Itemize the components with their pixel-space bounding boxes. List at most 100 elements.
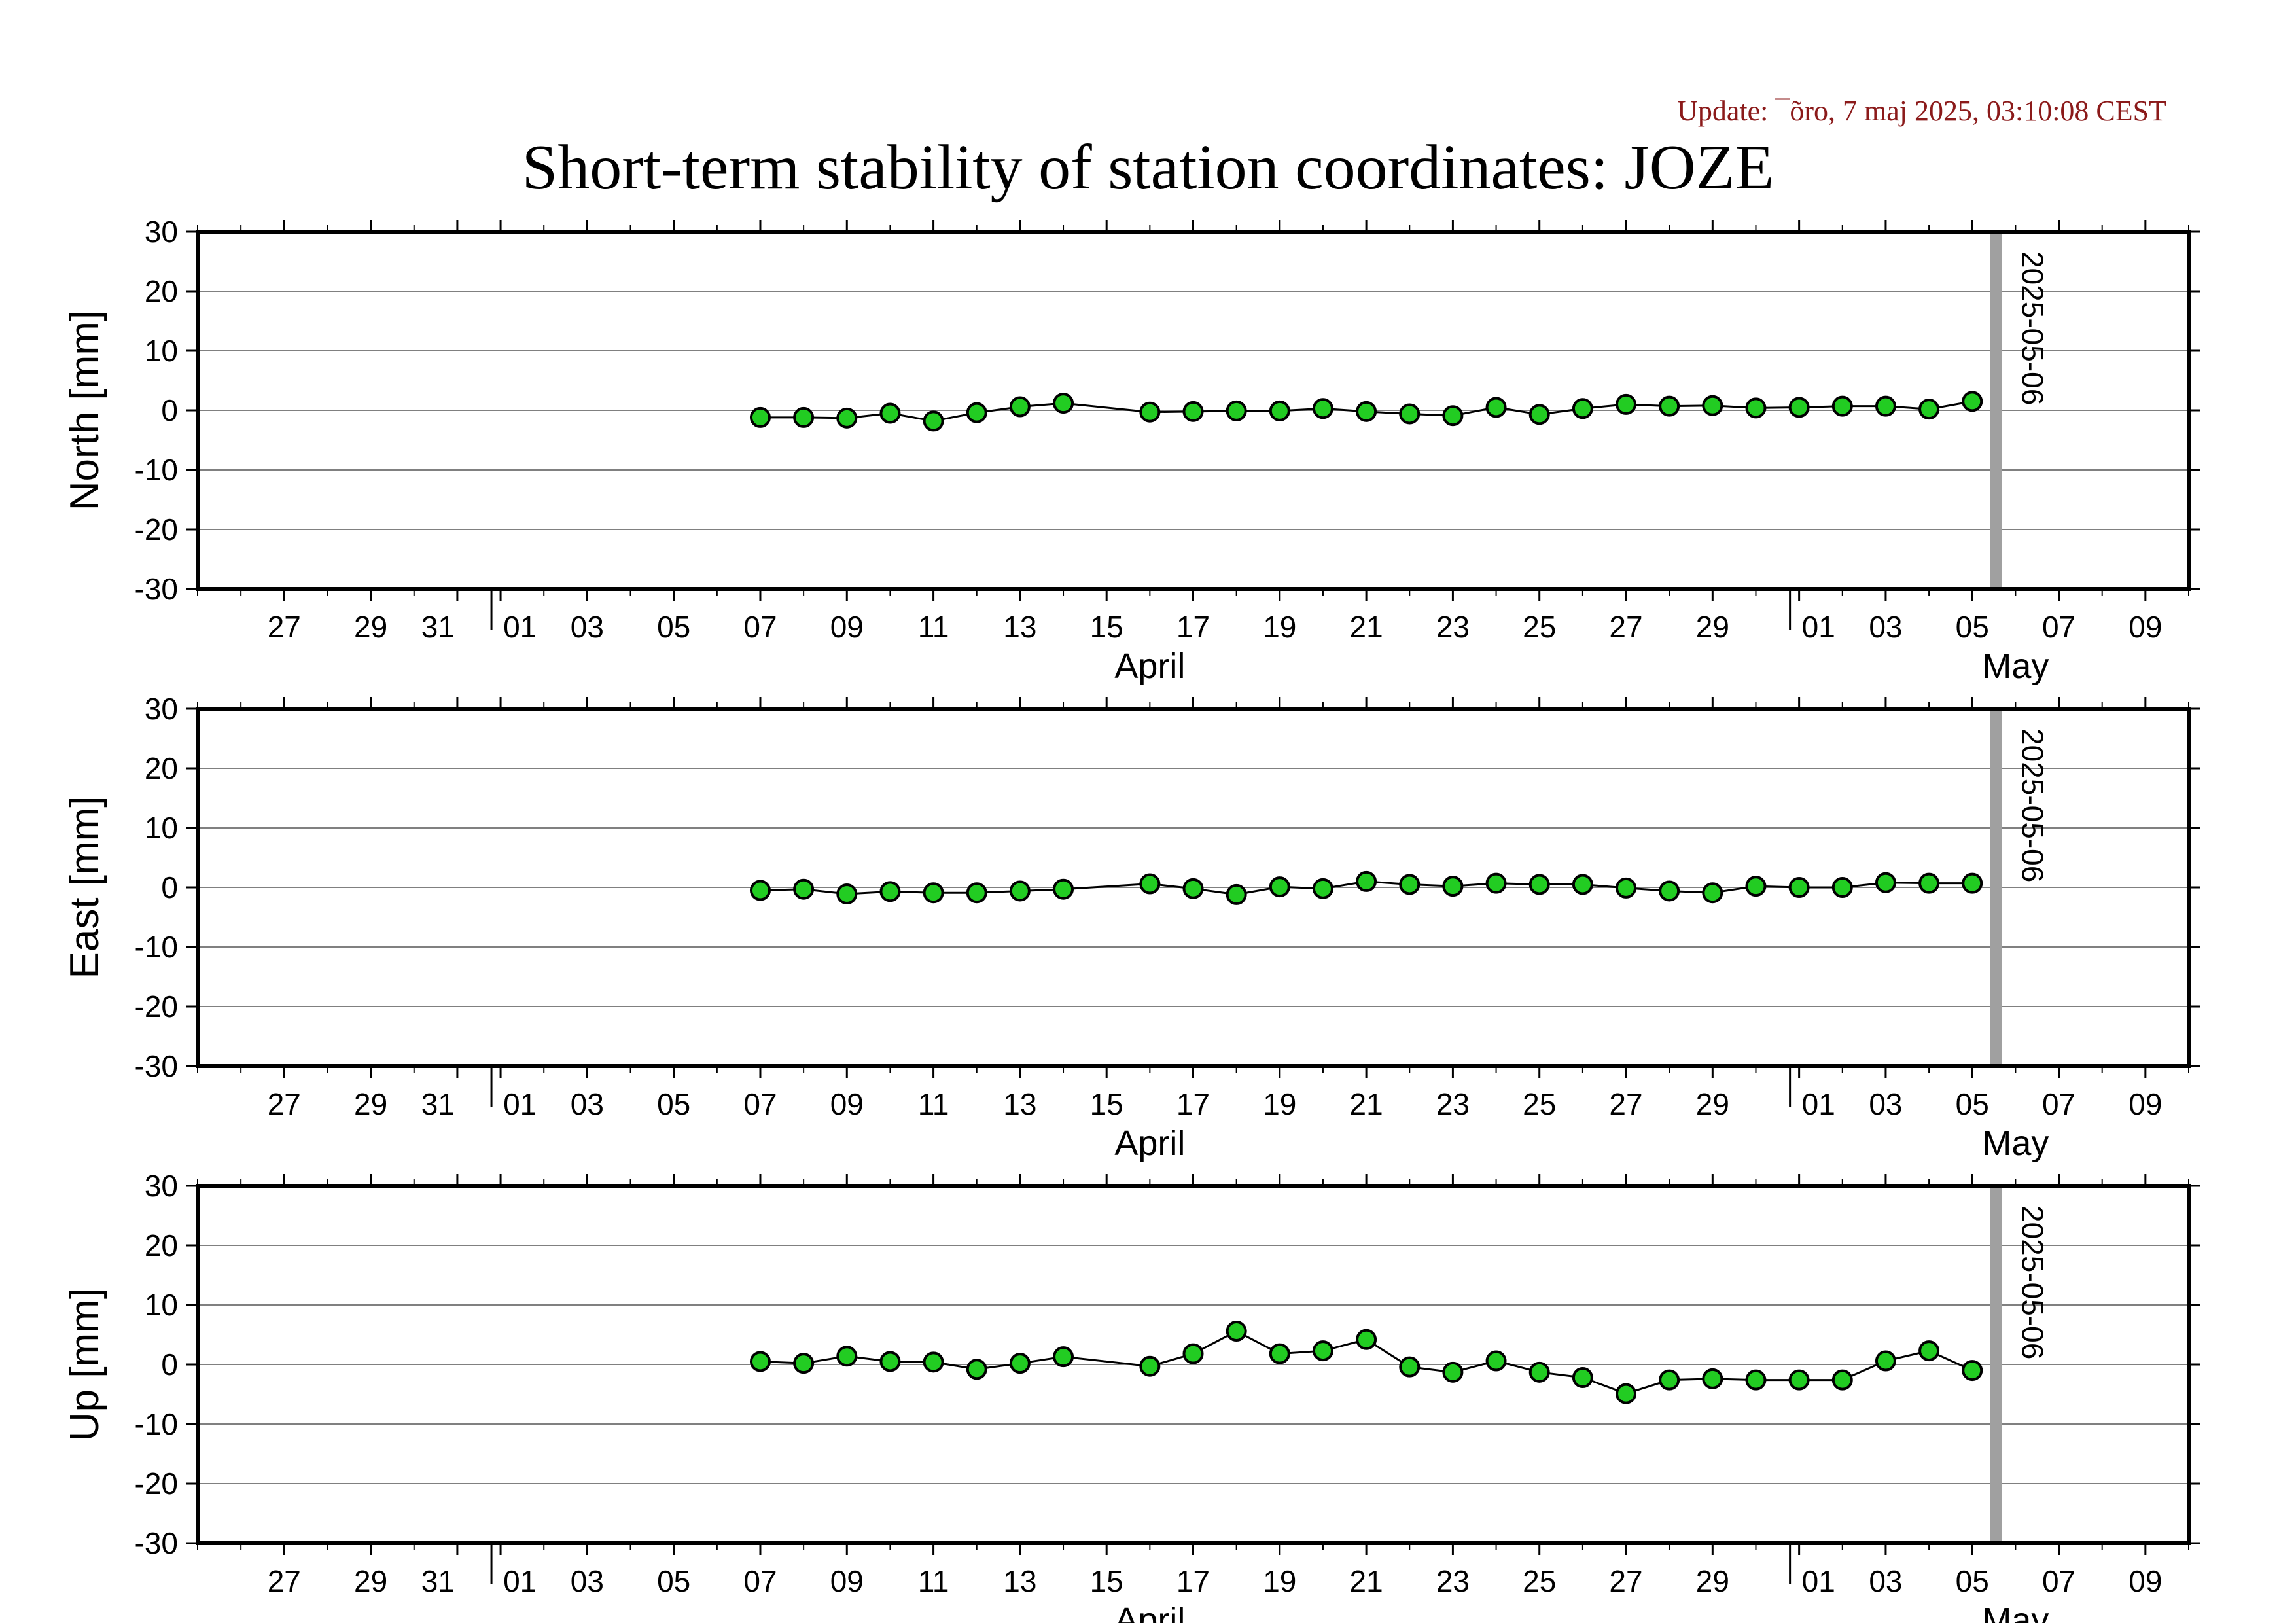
data-point (1918, 399, 1940, 420)
data-point (1918, 872, 1940, 894)
data-point (1182, 1343, 1204, 1364)
data-point (1831, 877, 1853, 898)
data-point (1528, 404, 1550, 425)
x-tick-label: 09 (2128, 1564, 2162, 1598)
y-tick-label: 20 (145, 274, 178, 308)
data-point (793, 878, 815, 900)
x-tick-label: 27 (1609, 1087, 1642, 1121)
data-point (1659, 395, 1680, 417)
data-point (1616, 1383, 1637, 1404)
data-point (1053, 1346, 1074, 1368)
data-point (1226, 883, 1247, 905)
x-tick-label: 01 (503, 1564, 537, 1598)
x-tick-label: 25 (1523, 1564, 1556, 1598)
x-tick-label: 15 (1090, 610, 1123, 644)
x-tick-label: 15 (1090, 1564, 1123, 1598)
y-tick-label: -10 (135, 930, 178, 964)
x-tick-label: 27 (1609, 1564, 1642, 1598)
x-tick-label: 03 (1869, 1087, 1902, 1121)
x-tick-label: 07 (2042, 610, 2075, 644)
x-tick-label: 25 (1523, 1087, 1556, 1121)
data-point (1269, 400, 1290, 421)
data-point (923, 410, 944, 432)
data-point (836, 883, 858, 905)
month-label: May (1982, 647, 2049, 686)
x-tick-label: 23 (1436, 1087, 1470, 1121)
month-label: April (1114, 647, 1185, 686)
x-tick-label: 03 (571, 1087, 604, 1121)
data-point (1485, 1350, 1507, 1372)
data-point (1788, 877, 1810, 898)
x-tick-label: 13 (1003, 1087, 1036, 1121)
x-tick-label: 13 (1003, 610, 1036, 644)
y-tick-label: 0 (161, 870, 178, 904)
data-point (1788, 1369, 1810, 1391)
data-point (1182, 878, 1204, 899)
data-point (1399, 1356, 1421, 1378)
update-timestamp: Update: ¯õro, 7 maj 2025, 03:10:08 CEST (1677, 95, 2166, 127)
x-tick-label: 21 (1350, 1564, 1383, 1598)
x-tick-label: 29 (1696, 1564, 1729, 1598)
y-tick-label: 10 (145, 811, 178, 845)
x-tick-label: 15 (1090, 1087, 1123, 1121)
data-point (1875, 395, 1896, 417)
data-point (1659, 1369, 1680, 1391)
month-label: May (1982, 1124, 2049, 1163)
y-tick-label: -20 (135, 990, 178, 1024)
month-label: May (1982, 1601, 2049, 1623)
x-tick-label: 19 (1263, 1087, 1296, 1121)
data-point (1399, 403, 1421, 425)
x-tick-label: 05 (1956, 1564, 1989, 1598)
x-tick-label: 19 (1263, 610, 1296, 644)
x-tick-label: 09 (2128, 610, 2162, 644)
data-point (1139, 873, 1161, 895)
data-point (1269, 1343, 1290, 1364)
data-point (966, 882, 987, 904)
data-point (879, 881, 901, 902)
data-point (1875, 872, 1896, 893)
series-line (760, 400, 1973, 422)
data-point (1528, 874, 1550, 895)
data-point (1572, 398, 1593, 419)
data-point (966, 402, 987, 423)
data-point (1831, 395, 1853, 417)
data-point (1312, 398, 1333, 419)
x-tick-label: 27 (268, 1564, 301, 1598)
x-tick-label: 29 (354, 1564, 387, 1598)
data-point (1226, 1321, 1247, 1342)
y-tick-label: 0 (161, 1347, 178, 1382)
x-tick-label: 23 (1436, 610, 1470, 644)
data-point (1962, 1360, 1983, 1382)
data-point (1788, 397, 1810, 418)
data-point (1702, 882, 1723, 904)
x-tick-label: 31 (421, 1564, 455, 1598)
data-point (1009, 880, 1031, 902)
data-point (1356, 870, 1377, 892)
x-tick-label: 05 (1956, 610, 1989, 644)
x-tick-label: 07 (2042, 1087, 2075, 1121)
data-point (923, 882, 944, 904)
data-point (1226, 400, 1247, 421)
x-tick-label: 27 (268, 610, 301, 644)
y-tick-label: 30 (145, 215, 178, 249)
data-point (1572, 1367, 1593, 1389)
y-tick-label: -20 (135, 1467, 178, 1501)
data-point (1356, 1329, 1377, 1350)
data-point (1485, 872, 1507, 894)
x-tick-label: 03 (1869, 1564, 1902, 1598)
data-point (1485, 397, 1507, 418)
data-point (1745, 397, 1767, 419)
data-point (1442, 405, 1464, 427)
x-tick-label: 21 (1350, 1087, 1383, 1121)
y-tick-label: 30 (145, 1169, 178, 1203)
series-line (760, 880, 1973, 896)
data-point (1312, 878, 1333, 899)
x-tick-label: 01 (1802, 610, 1835, 644)
x-tick-label: 01 (1802, 1087, 1835, 1121)
x-tick-label: 17 (1176, 1564, 1210, 1598)
y-tick-label: 10 (145, 1288, 178, 1322)
data-point (1009, 396, 1031, 418)
x-tick-label: 13 (1003, 1564, 1036, 1598)
x-tick-label: 19 (1263, 1564, 1296, 1598)
